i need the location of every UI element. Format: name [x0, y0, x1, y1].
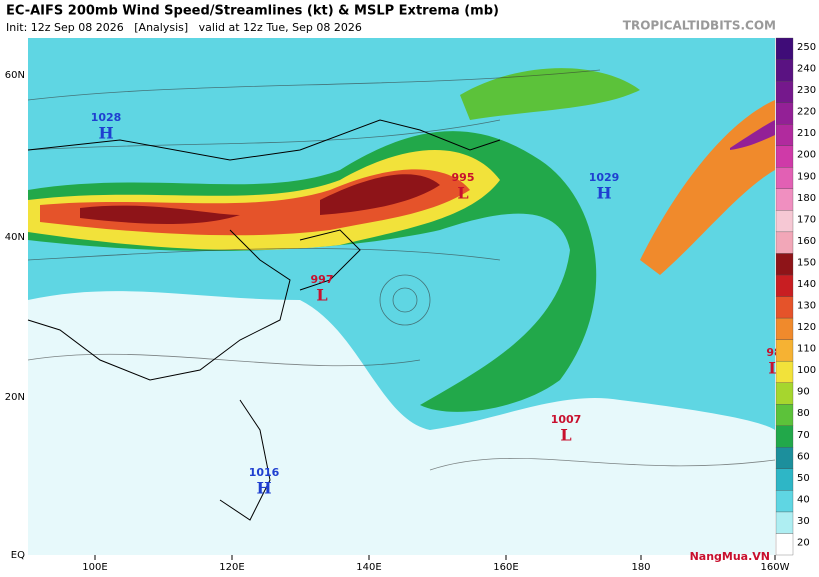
colorbar-swatch: [775, 102, 794, 125]
colorbar-swatch: [775, 317, 794, 340]
colorbar-label: 180: [797, 193, 816, 204]
colorbar-swatch: [775, 59, 794, 82]
colorbar-label: 60: [797, 451, 810, 462]
pressure-value: 1028: [91, 111, 122, 124]
colorbar-swatch: [775, 404, 794, 426]
colorbar-label: 80: [797, 408, 810, 419]
colorbar-swatch: [775, 253, 794, 276]
colorbar-swatch: [775, 490, 794, 513]
colorbar-swatch: [775, 425, 794, 448]
source: TROPICALTIDBITS.COM: [623, 19, 776, 33]
colorbar-label: 210: [797, 128, 816, 139]
watermark: NangMua.VN: [690, 550, 770, 563]
pressure-value: 1029: [589, 171, 620, 184]
map: [27, 38, 776, 555]
colorbar-swatch: [775, 167, 794, 189]
pressure-value: 1016: [249, 466, 280, 479]
lon-label: 160E: [493, 562, 518, 573]
pressure-center: H: [256, 479, 271, 498]
jet-band: [460, 68, 640, 120]
lat-label: 40N: [5, 232, 25, 243]
colorbar-label: 190: [797, 171, 816, 182]
colorbar-label: 150: [797, 257, 816, 268]
streamlines: [27, 69, 776, 471]
title: EC-AIFS 200mb Wind Speed/Streamlines (kt…: [6, 4, 499, 19]
colorbar-swatch: [775, 188, 794, 211]
colorbar-swatch: [775, 468, 794, 491]
colorbar-swatch: [775, 210, 794, 233]
pressure-center: L: [457, 184, 468, 203]
colorbar-label: 240: [797, 64, 816, 75]
colorbar-label: 140: [797, 279, 816, 290]
colorbar-label: 130: [797, 301, 816, 312]
pressure-center: H: [98, 124, 113, 143]
pressure-center: H: [596, 184, 611, 203]
colorbar-label: 20: [797, 537, 810, 548]
colorbar-swatch: [775, 80, 794, 103]
pressure-value: 1007: [551, 413, 582, 426]
colorbar-swatch: [775, 274, 794, 297]
colorbar-swatch: [775, 145, 794, 168]
colorbar-swatch: [775, 231, 794, 254]
colorbar-swatch: [775, 382, 794, 405]
colorbar-swatch: [775, 296, 794, 319]
jet-core: [730, 120, 775, 150]
colorbar-label: 70: [797, 430, 810, 441]
colorbar-label: 250: [797, 42, 816, 53]
lon-label: 160W: [761, 562, 790, 573]
colorbar-swatch: [775, 360, 794, 383]
calm-area: [28, 291, 775, 555]
colorbar-label: 160: [797, 236, 816, 247]
pressure-center: L: [316, 286, 327, 305]
pressure-center: L: [768, 359, 779, 378]
colorbar-swatch: [775, 124, 794, 146]
colorbar-label: 100: [797, 365, 816, 376]
colorbar-label: 230: [797, 85, 816, 96]
lon-label: 140E: [356, 562, 381, 573]
lon-label: 120E: [219, 562, 244, 573]
colorbar-label: 170: [797, 214, 816, 225]
lon-label: 180: [631, 562, 650, 573]
colorbar-swatch: [775, 533, 794, 556]
colorbar-label: 50: [797, 473, 810, 484]
pressure-value: 995: [452, 171, 475, 184]
colorbar-swatch: [775, 447, 794, 469]
lat-label: 20N: [5, 392, 25, 403]
lat-label: EQ: [11, 550, 25, 561]
subtitle: Init: 12z Sep 08 2026 [Analysis] valid a…: [6, 21, 362, 34]
coastlines: [27, 119, 501, 521]
colorbar-label: 90: [797, 387, 810, 398]
colorbar-label: 30: [797, 516, 810, 527]
colorbar-label: 200: [797, 150, 816, 161]
colorbar-label: 120: [797, 322, 816, 333]
lon-label: 100E: [82, 562, 107, 573]
pressure-value: 997: [311, 273, 334, 286]
colorbar-label: 110: [797, 344, 816, 355]
colorbar-swatch: [775, 339, 794, 362]
pressure-center: L: [560, 426, 571, 445]
colorbar-label: 220: [797, 107, 816, 118]
colorbar-swatch: [775, 37, 794, 60]
jet-core: [80, 174, 440, 224]
lat-label: 60N: [5, 70, 25, 81]
colorbar-label: 40: [797, 494, 810, 505]
colorbar-swatch: [775, 511, 794, 534]
